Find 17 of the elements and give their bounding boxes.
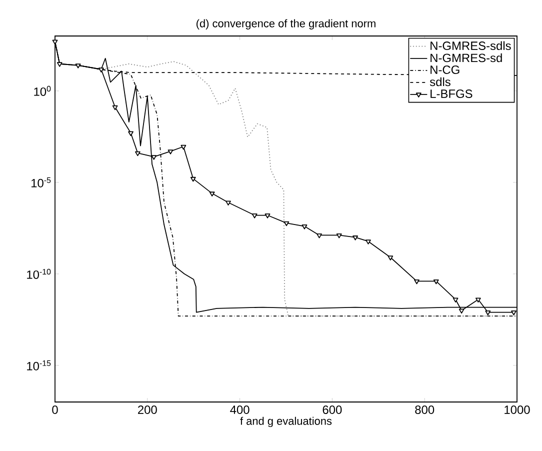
x-tick-label: 0 <box>52 406 58 414</box>
chart-title: (d) convergence of the gradient norm <box>196 19 376 30</box>
legend-label: L-BFGS <box>430 90 472 98</box>
legend-label: N-CG <box>430 66 460 74</box>
legend-label: N-GMRES-sd <box>430 53 502 62</box>
y-tick-label: 10$^{-15}$ <box>27 360 51 370</box>
legend-label: N-GMRES-sdls <box>430 41 511 50</box>
x-axis-title: f and g evaluations <box>240 416 332 428</box>
y-tick-label: 10$^{0}$ <box>34 86 51 96</box>
legend-label: sdls <box>430 77 450 86</box>
x-tick-label: 400 <box>230 406 250 414</box>
x-tick-label: 1000 <box>504 406 530 414</box>
x-tick-label: 800 <box>415 406 434 414</box>
y-tick-label: 10$^{-10}$ <box>27 268 51 279</box>
x-tick-label: 600 <box>322 406 342 414</box>
y-tick-label: 10$^{-5}$ <box>32 177 51 188</box>
x-tick-label: 200 <box>138 406 157 414</box>
